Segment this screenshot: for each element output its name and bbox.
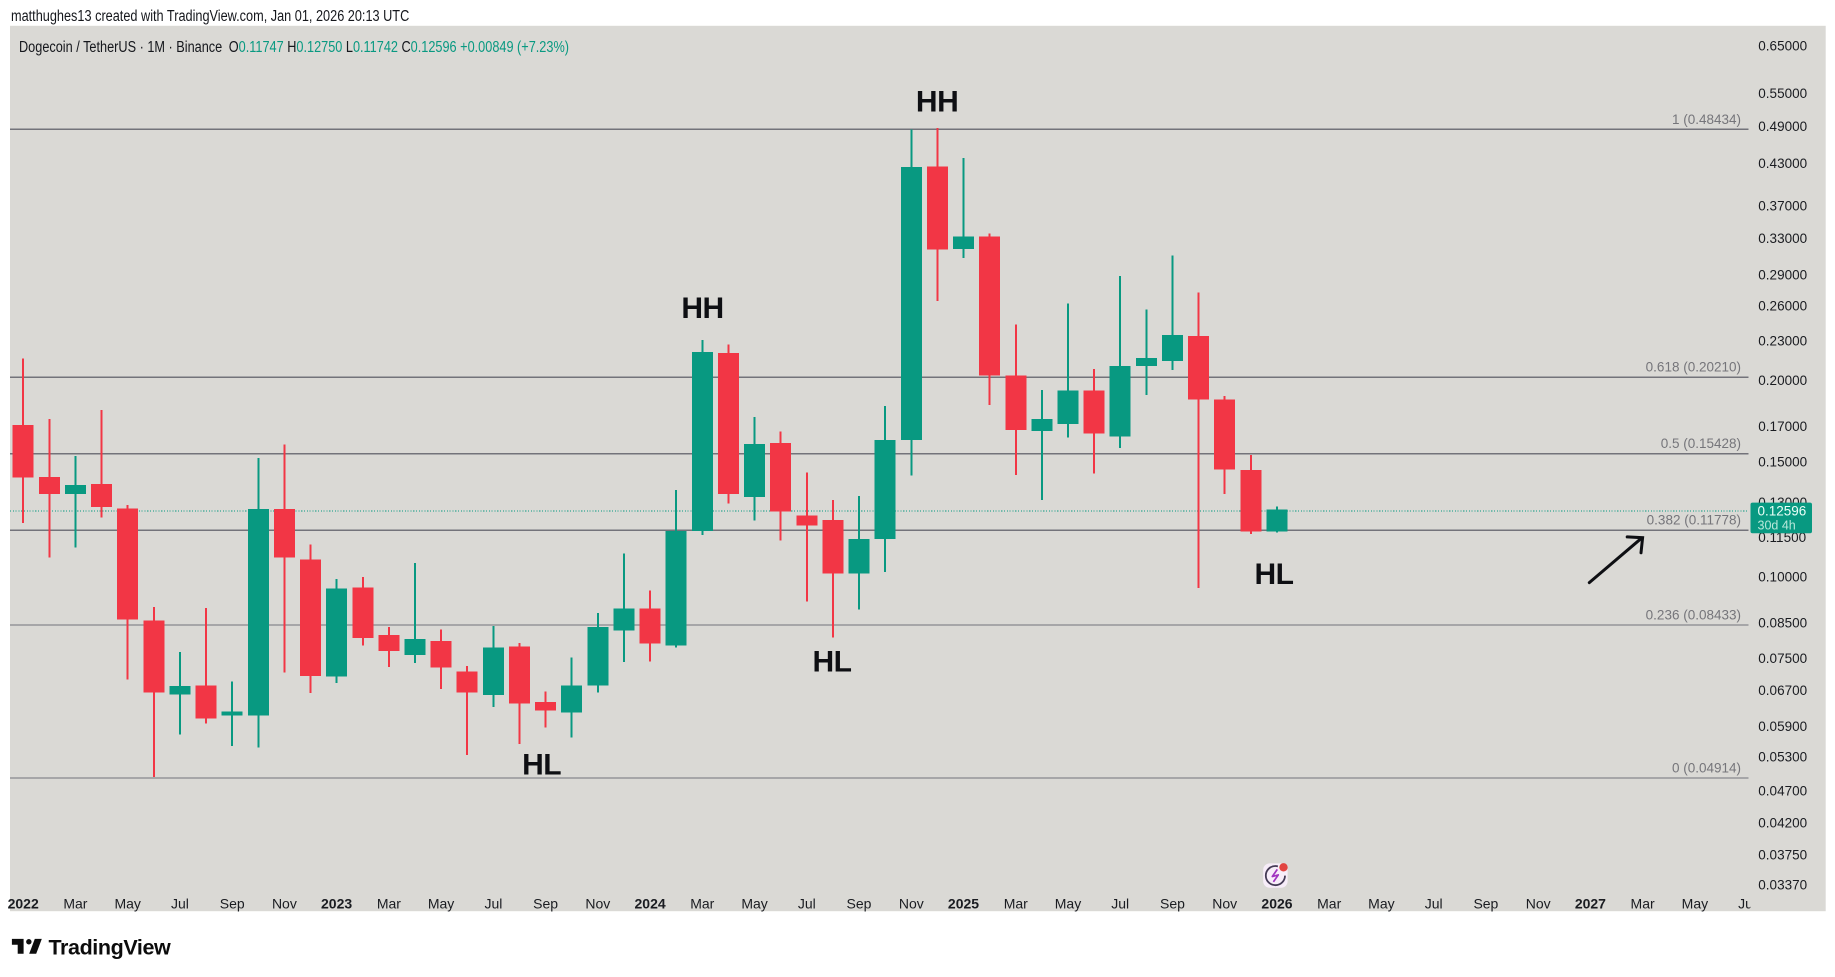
svg-text:0.55000: 0.55000 (1758, 86, 1807, 101)
svg-text:2023: 2023 (321, 896, 352, 912)
svg-text:0.26000: 0.26000 (1758, 299, 1807, 314)
svg-text:0.03370: 0.03370 (1758, 878, 1807, 893)
svg-text:Sep: Sep (1473, 896, 1498, 912)
svg-text:Mar: Mar (690, 896, 714, 912)
svg-text:Nov: Nov (1526, 896, 1551, 912)
svg-text:May: May (114, 896, 140, 912)
svg-text:0.5 (0.15428): 0.5 (0.15428) (1661, 436, 1741, 451)
svg-text:2022: 2022 (8, 896, 39, 912)
svg-text:0.05900: 0.05900 (1758, 719, 1807, 734)
svg-text:0.23000: 0.23000 (1758, 333, 1807, 348)
svg-text:1 (0.48434): 1 (0.48434) (1672, 112, 1741, 127)
svg-text:0.03750: 0.03750 (1758, 847, 1807, 862)
svg-text:0.382 (0.11778): 0.382 (0.11778) (1647, 513, 1741, 528)
svg-text:0.236 (0.08433): 0.236 (0.08433) (1646, 607, 1741, 622)
svg-text:0.15000: 0.15000 (1758, 454, 1807, 469)
svg-text:HL: HL (522, 749, 561, 782)
svg-text:May: May (1055, 896, 1081, 912)
svg-text:0.37000: 0.37000 (1758, 199, 1807, 214)
svg-text:0.20000: 0.20000 (1758, 373, 1807, 388)
svg-text:0.618 (0.20210): 0.618 (0.20210) (1646, 360, 1741, 375)
svg-text:0.65000: 0.65000 (1758, 39, 1807, 54)
svg-text:0 (0.04914): 0 (0.04914) (1672, 761, 1741, 776)
svg-text:Jul: Jul (484, 896, 502, 912)
svg-text:May: May (1682, 896, 1708, 912)
svg-text:Nov: Nov (585, 896, 610, 912)
svg-text:Mar: Mar (377, 896, 401, 912)
svg-text:0.12596: 0.12596 (1758, 503, 1807, 518)
svg-text:HL: HL (1255, 558, 1294, 591)
svg-text:TradingView: TradingView (49, 935, 172, 959)
svg-text:2027: 2027 (1575, 896, 1606, 912)
svg-text:Jul: Jul (1425, 896, 1443, 912)
svg-text:Nov: Nov (272, 896, 297, 912)
svg-text:May: May (741, 896, 767, 912)
svg-text:0.43000: 0.43000 (1758, 156, 1807, 171)
svg-text:HH: HH (916, 86, 958, 119)
svg-text:Mar: Mar (1317, 896, 1341, 912)
svg-text:Nov: Nov (899, 896, 924, 912)
svg-text:0.33000: 0.33000 (1758, 231, 1807, 246)
svg-text:HH: HH (681, 292, 723, 325)
svg-text:Jul: Jul (798, 896, 816, 912)
svg-text:May: May (1368, 896, 1394, 912)
svg-text:0.49000: 0.49000 (1758, 119, 1807, 134)
svg-text:0.10000: 0.10000 (1758, 569, 1807, 584)
svg-text:0.11500: 0.11500 (1758, 530, 1806, 545)
svg-text:Sep: Sep (533, 896, 558, 912)
svg-text:30d 4h: 30d 4h (1758, 519, 1796, 533)
svg-text:Jul: Jul (1738, 896, 1756, 912)
svg-text:May: May (428, 896, 454, 912)
svg-text:Sep: Sep (847, 896, 872, 912)
svg-text:2025: 2025 (948, 896, 979, 912)
svg-text:0.06700: 0.06700 (1758, 683, 1807, 698)
svg-text:Jul: Jul (171, 896, 189, 912)
svg-text:HL: HL (813, 646, 852, 679)
svg-text:0.04200: 0.04200 (1758, 815, 1807, 830)
svg-text:Mar: Mar (1004, 896, 1028, 912)
svg-text:2026: 2026 (1261, 896, 1292, 912)
svg-text:Jul: Jul (1111, 896, 1129, 912)
svg-text:0.29000: 0.29000 (1758, 268, 1807, 283)
svg-text:0.05300: 0.05300 (1758, 749, 1807, 764)
svg-text:Sep: Sep (220, 896, 245, 912)
svg-text:Mar: Mar (63, 896, 87, 912)
svg-text:0.17000: 0.17000 (1758, 419, 1807, 434)
svg-text:0.04700: 0.04700 (1758, 783, 1807, 798)
svg-text:0.08500: 0.08500 (1758, 616, 1807, 631)
svg-text:Sep: Sep (1160, 896, 1185, 912)
svg-text:0.07500: 0.07500 (1758, 651, 1807, 666)
svg-text:Mar: Mar (1631, 896, 1655, 912)
svg-text:Nov: Nov (1212, 896, 1237, 912)
svg-text:2024: 2024 (635, 896, 666, 912)
